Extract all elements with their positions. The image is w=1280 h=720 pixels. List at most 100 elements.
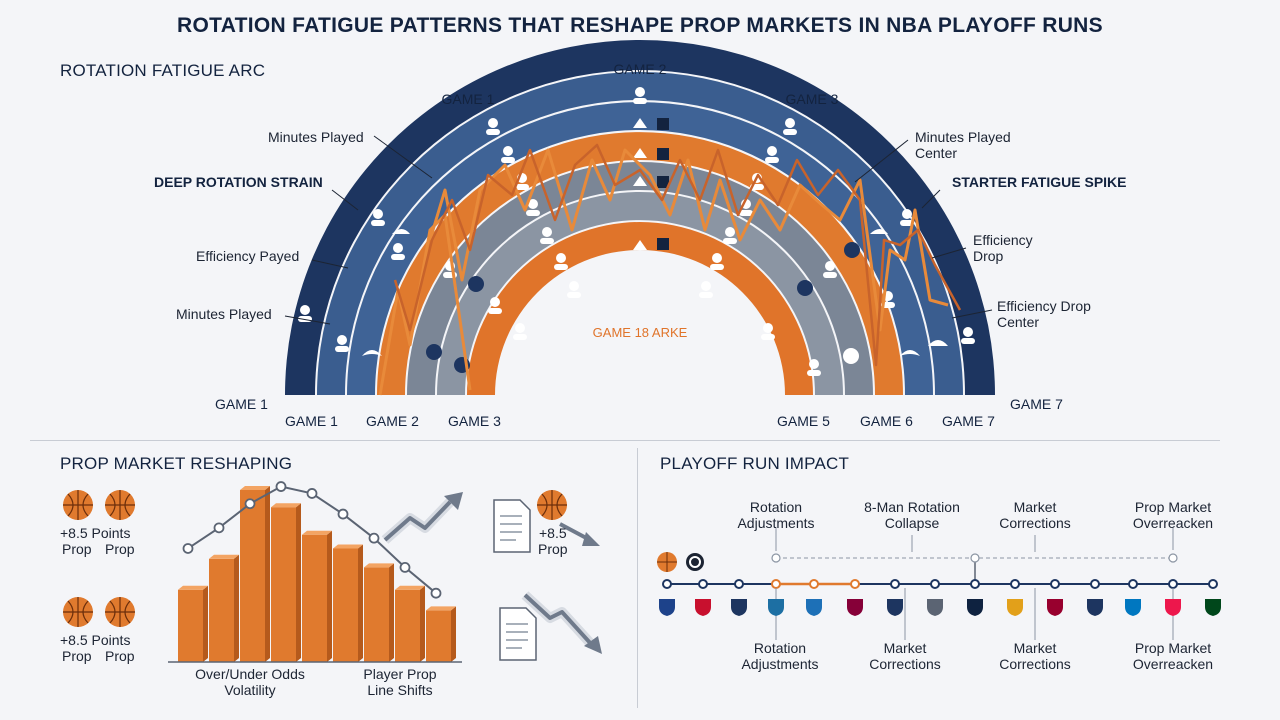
team-mark-icon <box>633 148 647 158</box>
fatigue-line-secondary <box>393 143 962 367</box>
arc-left-game1: GAME 1 <box>215 396 268 412</box>
arc-band-gray-2 <box>437 192 843 395</box>
trend-point <box>368 532 380 544</box>
prop-bar-side <box>265 486 270 662</box>
x-label-player-prop: Player Prop <box>363 666 437 682</box>
x-label-over-under: Over/Under Odds <box>195 666 305 682</box>
arc-top-game2: GAME 2 <box>613 61 667 77</box>
baseline-game5: GAME 5 <box>777 413 830 429</box>
doc-label-value: +8.5 <box>539 525 567 541</box>
hornets-icon <box>768 599 784 616</box>
bulls-icon <box>806 599 822 616</box>
prop-bar-side <box>203 585 208 662</box>
timeline-node <box>850 579 860 589</box>
person-icon <box>567 281 581 298</box>
timeline-node <box>809 579 819 589</box>
arc-center-label: GAME 18 ARKE <box>592 325 688 340</box>
prop-label-prop-4: Prop <box>105 648 135 664</box>
person-icon <box>723 227 737 244</box>
timeline-node <box>1090 579 1100 589</box>
person-icon <box>371 209 385 226</box>
fatigue-line-primary <box>428 148 949 332</box>
impact-top-label-2b: Collapse <box>884 515 940 531</box>
team-mark-icon <box>633 118 647 128</box>
impact-heading: PLAYOFF RUN IMPACT <box>660 454 850 473</box>
trend-point <box>244 498 256 510</box>
person-icon <box>633 87 647 104</box>
timeline-node <box>1168 579 1178 589</box>
timeline-node <box>1128 579 1138 589</box>
timeline-node <box>662 579 672 589</box>
timeline-node <box>1208 579 1218 589</box>
basketball-icon <box>105 597 135 627</box>
c-logo-icon <box>686 553 704 571</box>
team-mark-icon <box>657 176 669 188</box>
arc-top-game3: GAME 3 <box>785 91 839 107</box>
person-icon <box>335 335 349 352</box>
baseline-game6: GAME 6 <box>860 413 913 429</box>
prop-label-prop-1: Prop <box>62 541 92 557</box>
prop-label-prop-3: Prop <box>62 648 92 664</box>
team-mark-icon <box>657 238 669 250</box>
trend-down-arrow-icon-2 <box>521 591 602 654</box>
callout-efficiency-drop: Efficiency Drop <box>973 232 1033 264</box>
basketball-icon <box>63 597 93 627</box>
callout-deep-rotation-strain: DEEP ROTATION STRAIN <box>154 174 323 190</box>
callout-efficiency-payed: Efficiency Payed <box>196 248 300 264</box>
person-icon <box>783 118 797 135</box>
page-title: ROTATION FATIGUE PATTERNS THAT RESHAPE P… <box>177 14 1103 37</box>
team-mark-icon <box>426 344 442 360</box>
person-icon <box>710 253 724 270</box>
trend-point <box>213 522 225 534</box>
team-mark-icon <box>844 242 860 258</box>
callout-minutes-played-1: Minutes Played <box>268 129 364 145</box>
section-divider-vertical <box>637 448 638 708</box>
impact-bottom-label-3a: Market <box>1013 640 1057 656</box>
arc-band-gray-1 <box>407 162 873 395</box>
person-icon <box>823 261 837 278</box>
basketball-icon <box>105 490 135 520</box>
team-mark-icon <box>843 348 859 364</box>
arc-bands <box>285 40 995 396</box>
team-mark-icon <box>928 340 948 346</box>
impact-top-label-1a: Rotation <box>749 499 803 515</box>
person-icon <box>554 253 568 270</box>
prop-bar-top <box>426 606 456 611</box>
prop-bar <box>364 567 389 662</box>
impact-bottom-label-4a: Prop Market <box>1134 640 1212 656</box>
trend-point <box>430 587 442 599</box>
team-mark-icon <box>468 276 484 292</box>
timeline-node <box>1010 579 1020 589</box>
person-icon <box>765 146 779 163</box>
prop-bar <box>271 507 296 662</box>
prop-bar-side <box>327 530 332 662</box>
person-icon <box>486 118 500 135</box>
impact-top-label-3a: Market <box>1013 499 1057 515</box>
prop-market-graphic <box>63 481 602 663</box>
cavaliers-icon <box>847 599 863 616</box>
leader-lines <box>284 135 993 325</box>
prop-bar <box>240 490 265 662</box>
prop-label-prop-2: Prop <box>105 541 135 557</box>
basketball-icon <box>63 490 93 520</box>
trend-up-arrow-icon <box>381 492 463 544</box>
prop-bar-side <box>420 585 425 662</box>
impact-bottom-label-2a: Market <box>883 640 927 656</box>
prop-bar <box>178 589 203 662</box>
pistons-icon <box>1007 599 1023 616</box>
callout-efficiency-drop-center: Efficiency Drop Center <box>997 298 1091 330</box>
knicks-icon <box>1087 599 1103 616</box>
basketball-icon <box>657 552 677 572</box>
timeline-node <box>1050 579 1060 589</box>
timeline-node <box>930 579 940 589</box>
prop-bar <box>395 589 420 662</box>
magic-icon <box>1125 599 1141 616</box>
prop-bar-top <box>209 554 239 559</box>
person-icon <box>391 243 405 260</box>
team-mark-icon <box>870 229 888 234</box>
trend-point <box>182 543 194 554</box>
x-label-line-shifts: Line Shifts <box>367 682 433 698</box>
person-icon <box>699 281 713 298</box>
impact-bottom-label-1a: Rotation <box>753 640 807 656</box>
doc-label-prop: Prop <box>538 541 568 557</box>
